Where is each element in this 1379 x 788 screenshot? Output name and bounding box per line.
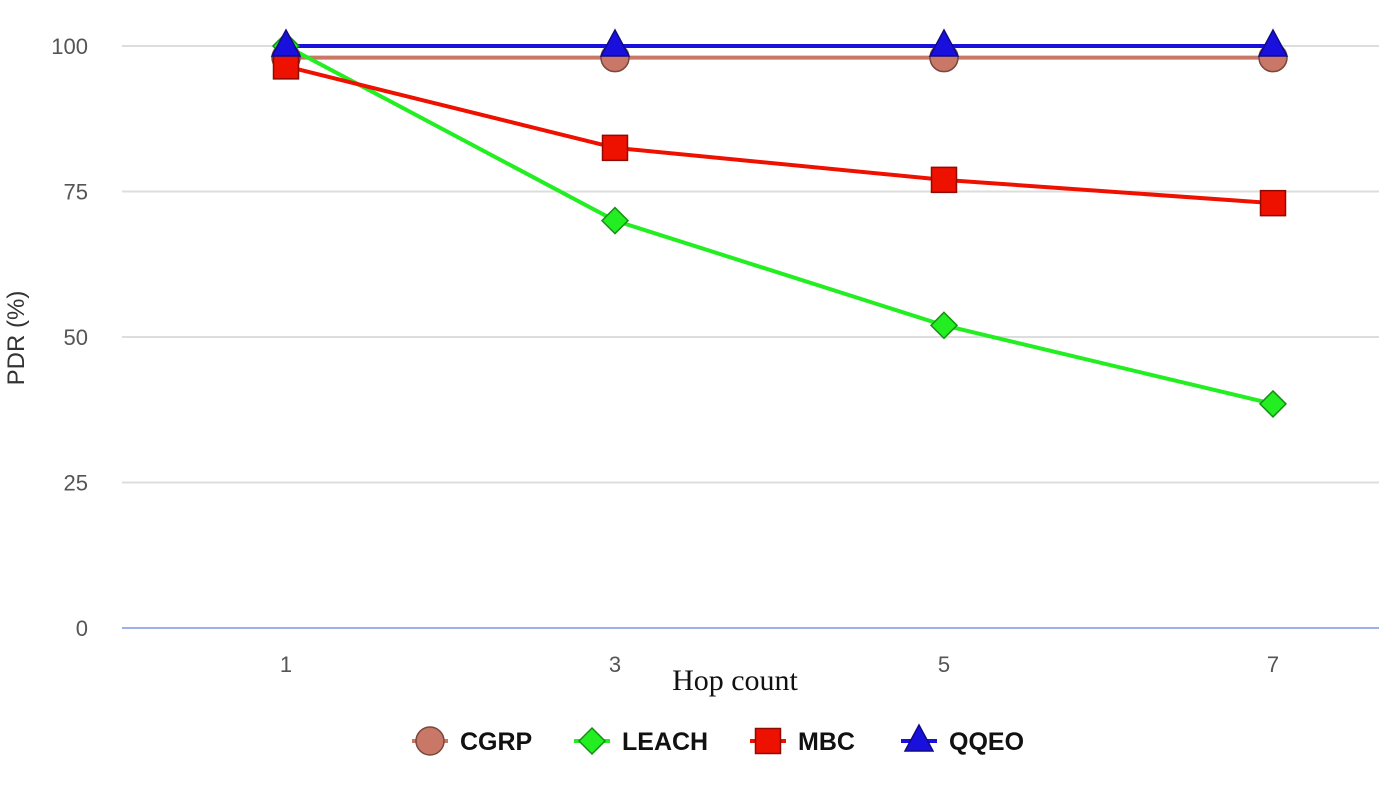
gridlines (122, 45, 1379, 629)
data-series (270, 28, 1289, 418)
data-point-leach (929, 311, 959, 340)
x-tick-label: 3 (609, 652, 621, 677)
data-point-qqeo (1257, 28, 1289, 57)
series-line-leach (285, 44, 1274, 406)
y-axis-tick-labels: 0 25 50 75 100 (51, 34, 88, 641)
legend-marker-mbc (754, 727, 782, 755)
y-tick-label: 0 (76, 616, 88, 641)
x-axis-title: Hop count (672, 664, 798, 697)
legend-item-mbc: MBC (750, 727, 855, 756)
y-tick-label: 25 (64, 471, 88, 496)
legend-label-leach: LEACH (622, 728, 708, 756)
series-line-mbc (285, 64, 1274, 206)
legend-item-cgrp: CGRP (412, 726, 532, 756)
y-tick-label: 75 (64, 180, 88, 205)
data-point-leach (1258, 389, 1288, 418)
data-point-mbc (1259, 189, 1287, 217)
x-tick-label: 1 (280, 652, 292, 677)
data-point-mbc (930, 166, 958, 194)
x-tick-label: 5 (938, 652, 950, 677)
data-point-mbc (601, 134, 629, 162)
data-point-mbc (272, 53, 300, 80)
legend-label-qqeo: QQEO (949, 728, 1024, 756)
legend-label-cgrp: CGRP (460, 728, 532, 756)
y-tick-label: 50 (64, 325, 88, 350)
x-axis-tick-labels: 1 3 5 7 (280, 652, 1279, 677)
x-tick-label: 7 (1267, 652, 1279, 677)
data-point-qqeo (928, 28, 960, 57)
legend-label-mbc: MBC (798, 728, 855, 756)
data-point-leach (600, 206, 630, 235)
legend-item-qqeo: QQEO (901, 723, 1024, 756)
data-point-qqeo (599, 28, 631, 57)
y-tick-label: 100 (51, 34, 88, 59)
legend-marker-cgrp (415, 726, 445, 756)
legend-item-leach: LEACH (574, 726, 708, 756)
legend-marker-leach (577, 726, 607, 756)
legend: CGRP LEACH MBC QQEO (412, 723, 1024, 756)
data-point-qqeo (270, 28, 302, 57)
legend-marker-qqeo (903, 723, 935, 752)
y-axis-title: PDR (%) (3, 291, 30, 386)
